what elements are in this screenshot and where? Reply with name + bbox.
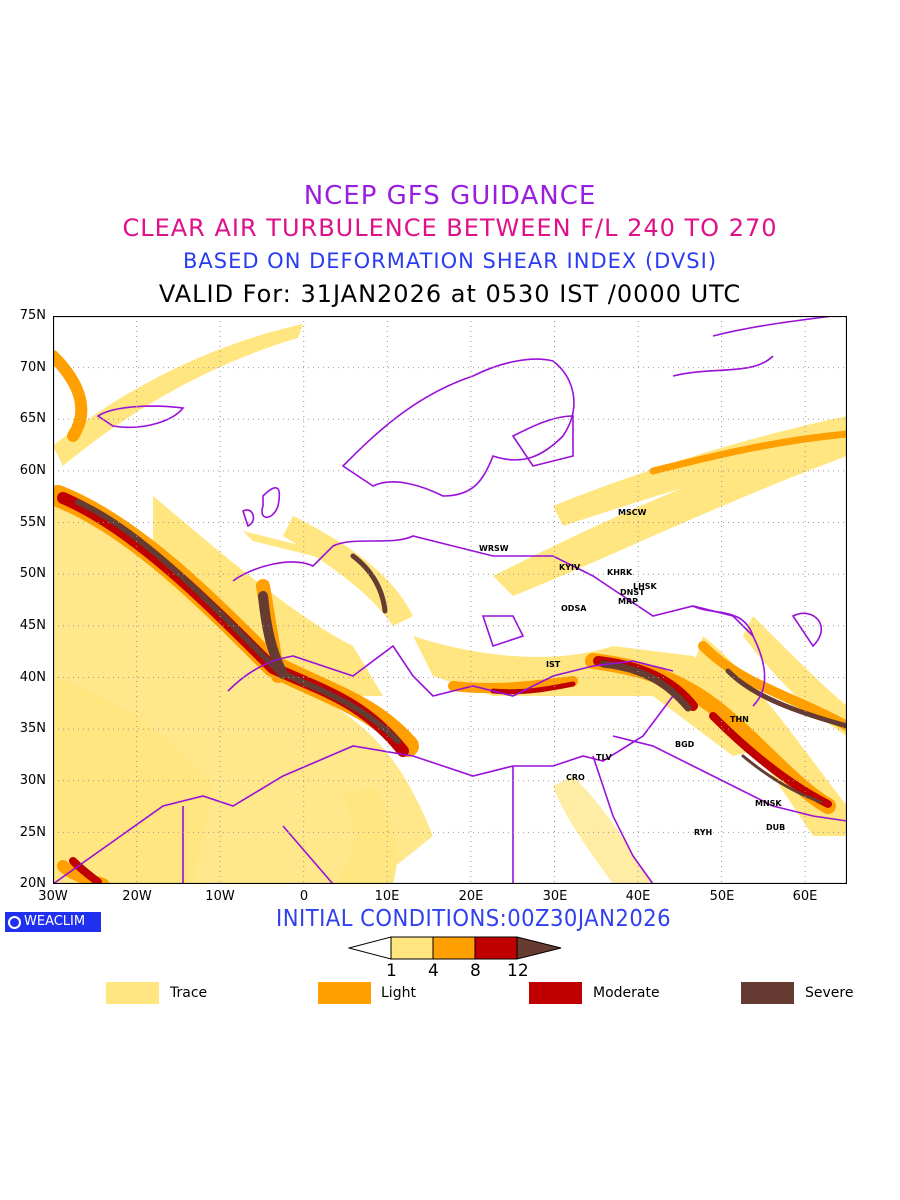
lon-label: 20W — [122, 889, 152, 904]
legend-swatch-trace — [106, 982, 159, 1004]
chart-method: BASED ON DEFORMATION SHEAR INDEX (DVSI) — [182, 249, 718, 273]
coastlines-borders — [53, 316, 847, 884]
city-label: CRO — [566, 773, 585, 782]
colorbar-moderate — [474, 936, 518, 960]
lat-label: 65N — [19, 411, 46, 426]
colorbar-tick: 4 — [428, 961, 439, 981]
city-label: MNSK — [755, 799, 782, 808]
lat-label: 30N — [19, 773, 46, 788]
legend-swatch-light — [318, 982, 371, 1004]
city-label: ODSA — [561, 604, 587, 613]
city-label: MSCW — [618, 508, 647, 517]
city-label: IST — [546, 660, 561, 669]
lat-label: 55N — [19, 515, 46, 530]
lat-label: 45N — [19, 618, 46, 633]
turbulence-map — [53, 316, 847, 884]
colorbar-low-arrow — [348, 936, 392, 960]
lat-label: 25N — [19, 825, 46, 840]
city-label: KYIV — [559, 563, 581, 572]
legend-swatch-severe — [741, 982, 794, 1004]
city-label: THN — [730, 715, 749, 724]
lon-label: 30W — [38, 889, 68, 904]
lat-label: 50N — [19, 566, 46, 581]
logo-text: WEACLIM — [24, 914, 86, 929]
lon-label: 40E — [625, 889, 651, 904]
copyright-icon — [8, 916, 21, 929]
colorbar-trace — [390, 936, 434, 960]
lon-label: 60E — [792, 889, 818, 904]
chart-title: NCEP GFS GUIDANCE — [303, 181, 597, 211]
city-label: DNST — [620, 588, 645, 597]
lon-label: 30E — [542, 889, 568, 904]
colorbar-tick: 1 — [386, 961, 397, 981]
lat-label: 40N — [19, 670, 46, 685]
colorbar-severe-arrow — [516, 936, 562, 960]
legend-label: Severe — [805, 985, 854, 1001]
legend-swatch-moderate — [529, 982, 582, 1004]
city-label: DUB — [766, 823, 786, 832]
colorbar-light — [432, 936, 476, 960]
legend-label: Trace — [170, 985, 208, 1001]
lon-label: 20E — [458, 889, 484, 904]
legend-label: Light — [381, 985, 416, 1001]
severe-areas — [75, 499, 847, 804]
lat-label: 60N — [19, 463, 46, 478]
colorbar-tick: 12 — [507, 961, 529, 981]
lon-label: 10W — [205, 889, 235, 904]
lon-label: 50E — [709, 889, 735, 904]
city-label: BGD — [675, 740, 695, 749]
lon-label: 10E — [374, 889, 400, 904]
lat-label: 70N — [19, 360, 46, 375]
city-label: TLV — [596, 753, 612, 762]
lat-label: 75N — [19, 308, 46, 323]
chart-subtitle: CLEAR AIR TURBULENCE BETWEEN F/L 240 TO … — [122, 214, 778, 242]
legend-label: Moderate — [593, 985, 660, 1001]
city-label: KHRK — [607, 568, 633, 577]
lon-label: 0 — [299, 889, 309, 904]
lat-label: 35N — [19, 721, 46, 736]
city-label: MRP — [618, 597, 638, 606]
valid-time: VALID For: 31JAN2026 at 0530 IST /0000 U… — [158, 280, 742, 308]
lat-label: 20N — [19, 876, 46, 891]
colorbar — [348, 936, 562, 960]
colorbar-tick: 8 — [470, 961, 481, 981]
city-label: RYH — [694, 828, 713, 837]
initial-conditions: INITIAL CONDITIONS:00Z30JAN2026 — [276, 906, 672, 932]
city-label: WRSW — [479, 544, 509, 553]
city-label: LHSK — [633, 582, 657, 591]
map-frame — [53, 316, 847, 884]
weaclim-logo: WEACLIM — [5, 912, 101, 932]
